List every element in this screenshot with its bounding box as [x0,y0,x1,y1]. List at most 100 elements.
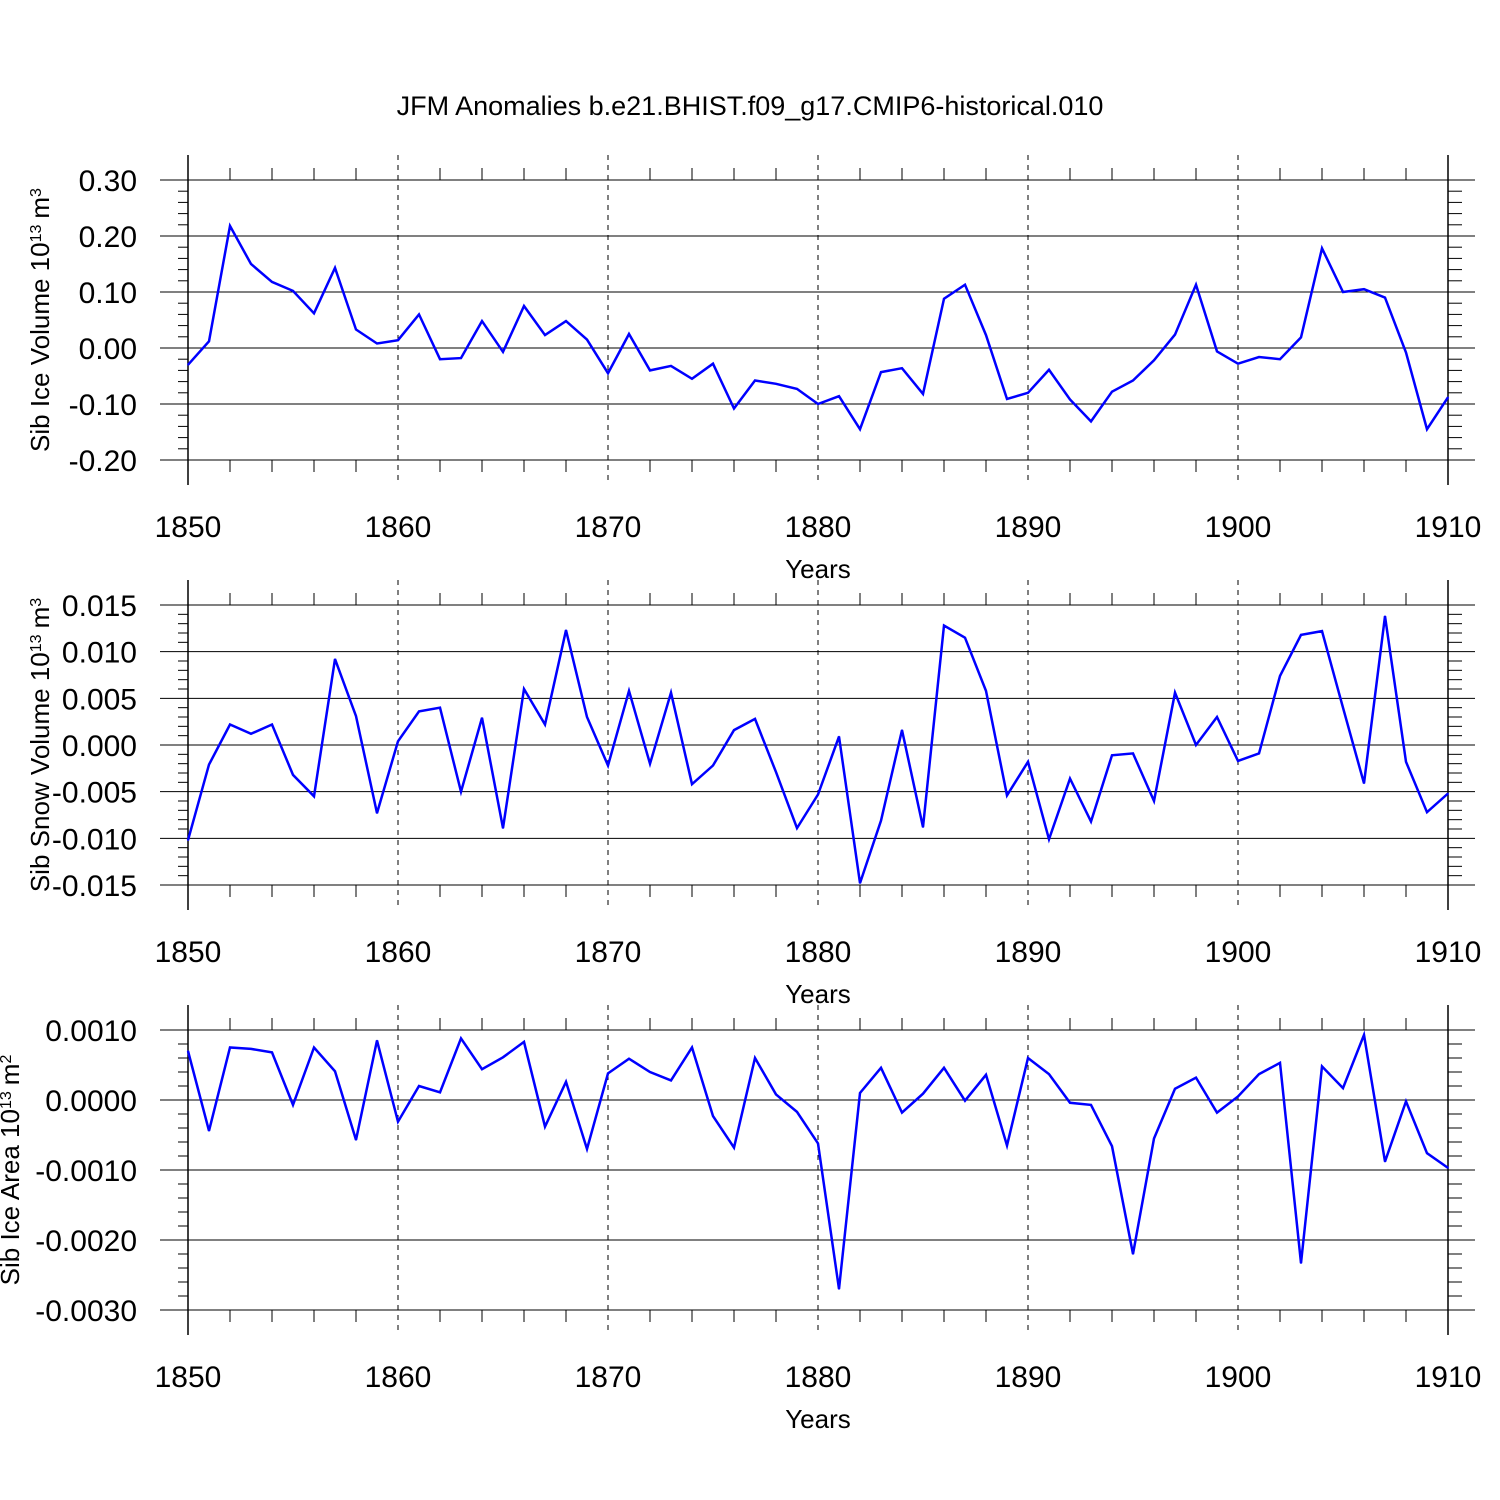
data-point [691,783,693,785]
x-axis-label: Years [785,979,851,1009]
data-point [418,1085,420,1087]
data-point [733,729,735,731]
data-point [1048,369,1050,371]
data-point [817,403,819,405]
data-point [292,1104,294,1106]
data-point [607,372,609,375]
data-point [523,305,525,307]
figure-title: JFM Anomalies b.e21.BHIST.f09_g17.CMIP6-… [397,91,1104,121]
data-point [712,764,714,767]
data-point [1426,811,1428,813]
data-point [334,658,336,660]
data-point [355,715,357,717]
data-point [733,1146,735,1149]
data-point [1195,744,1197,746]
data-point [1216,1111,1218,1114]
data-point [1279,1062,1281,1064]
y-tick-label: -0.0020 [35,1225,137,1258]
data-point [775,1093,777,1096]
data-point [1405,351,1407,354]
data-point [1216,716,1218,718]
data-point [187,839,189,841]
x-tick-label: 1900 [1205,1361,1272,1394]
data-point [712,362,714,365]
data-point [1405,1100,1407,1103]
panels: -0.20 -0.10 0.00 0.10 0.20 0.30 1850 1860 1870 18… [0,155,1481,1434]
data-point [1342,1087,1344,1089]
x-tick-label: 1910 [1415,1361,1482,1394]
data-point [481,1068,483,1070]
data-point [1069,398,1071,401]
data-point [649,762,651,765]
data-point [1090,1104,1092,1106]
data-point [565,629,567,631]
data-point [796,1111,798,1113]
data-point [460,790,462,793]
data-point [901,729,903,731]
data-point [313,312,315,315]
data-point [670,1079,672,1082]
data-point [817,793,819,796]
y-tick-label: 0.10 [79,277,137,310]
data-point [796,388,798,390]
data-point [271,281,273,283]
data-point [1006,1144,1008,1147]
data-point [838,735,840,738]
data-point [208,763,210,766]
data-point [1321,247,1323,250]
data-point [208,1130,210,1132]
data-point [985,690,987,692]
data-point [502,1056,504,1059]
y-tick-label: 0.015 [62,590,137,623]
data-point [775,383,777,385]
data-point [250,1048,252,1050]
data-point [1279,358,1281,361]
data-point [1090,820,1092,823]
data-point [586,1148,588,1150]
data-point [880,819,882,822]
data-point [376,342,378,345]
data-point [1027,1057,1029,1059]
data-point [208,340,210,343]
data-point [397,1120,399,1123]
data-point [628,333,630,335]
data-point [313,1046,315,1049]
data-point [1447,792,1449,795]
data-point [733,407,735,410]
y-axis-label: Sib Ice Area 1013m2 [0,1055,25,1286]
data-point [691,378,693,380]
x-tick-label: 1870 [575,936,642,969]
data-point [670,365,672,367]
data-point [334,267,336,269]
data-point [229,1046,231,1049]
y-tick-label: -0.010 [52,823,137,856]
data-point [523,688,525,690]
data-point [754,1057,756,1059]
chart-panel-2: -0.015 -0.010 -0.005 0.000 0.005 0.010 0.015 18… [25,580,1481,1009]
data-point [1342,291,1344,293]
data-point [943,624,945,627]
data-point [271,1051,273,1054]
y-tick-label: 0.010 [62,637,137,670]
x-axis-label: Years [785,554,851,584]
data-point [1300,1262,1302,1264]
data-point [565,1081,567,1083]
x-tick-label: 1880 [785,936,852,969]
y-tick-label: -0.20 [69,445,137,478]
y-axis-label: Sib Ice Volume 1013m3 [25,188,55,452]
data-point [607,764,609,767]
y-tick-label: -0.10 [69,389,137,422]
data-point [1237,1095,1239,1098]
data-point [1048,1073,1050,1075]
y-tick-label: 0.30 [79,165,137,198]
data-point [1027,761,1029,763]
x-tick-label: 1910 [1415,511,1482,544]
data-point [1132,1253,1134,1255]
y-tick-label: 0.0000 [45,1085,137,1118]
x-tick-label: 1850 [155,511,222,544]
data-point [1153,800,1155,802]
data-point [1111,390,1113,393]
data-point [502,351,504,353]
y-tick-label: 0.20 [79,221,137,254]
